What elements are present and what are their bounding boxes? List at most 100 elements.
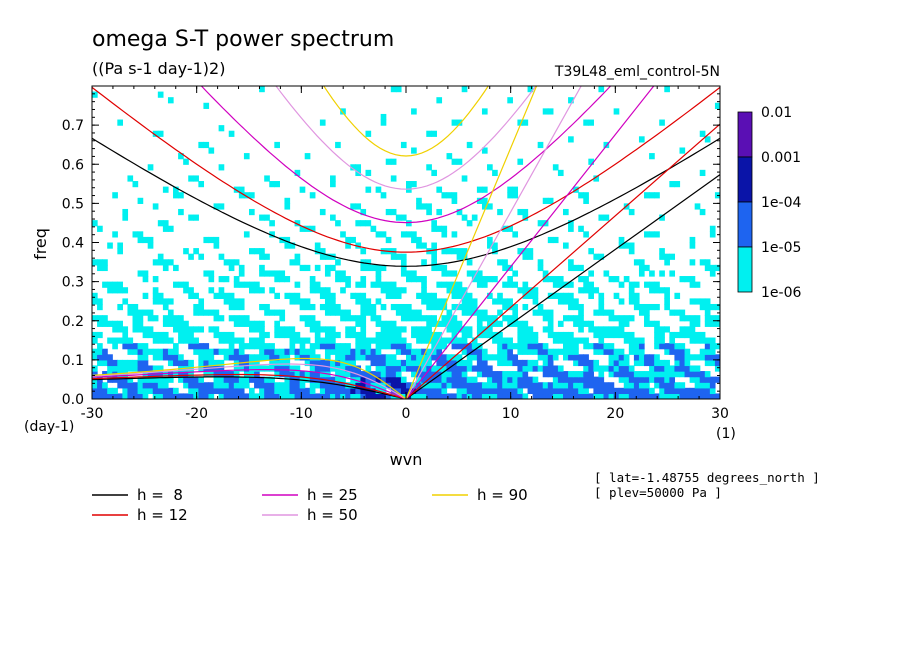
plev-info: [ plev=50000 Pa ] [594,485,722,500]
heatmap-cell [107,337,113,344]
heatmap-cell [623,382,630,389]
heatmap-cell [335,376,341,383]
heatmap-cell [466,376,473,383]
heatmap-cell [208,348,215,355]
heatmap-cell [370,225,377,232]
heatmap-cell [699,348,706,355]
heatmap-cell [527,376,534,383]
heatmap-cell [527,86,534,93]
heatmap-cell [319,387,326,395]
heatmap-cell [502,303,508,311]
heatmap-cell [319,287,326,294]
heatmap-cell [654,192,660,199]
heatmap-cell [173,387,179,395]
heatmap-cell [355,164,362,171]
heatmap-cell [451,371,458,378]
heatmap-cell [598,326,605,333]
heatmap-cell [279,393,286,399]
heatmap-cell [573,303,579,311]
heatmap-cell [370,264,377,272]
heatmap-cell [466,298,473,305]
heatmap-cell [537,393,544,399]
heatmap-cell [395,343,402,350]
heatmap-cell [674,387,681,395]
heatmap-cell [355,203,362,210]
heatmap-cell [664,253,670,260]
heatmap-cell [309,354,316,361]
heatmap-cell [628,348,635,355]
heatmap-cell [360,348,367,355]
heatmap-cell [188,326,194,333]
heatmap-cell [644,192,650,199]
heatmap-cell [431,387,437,395]
heatmap-cell [355,354,362,361]
heatmap-cell [487,371,493,378]
heatmap-cell [522,281,529,288]
heatmap-cell [294,365,301,372]
heatmap-cell [532,376,539,383]
heatmap-cell [573,337,579,344]
heatmap-cell [228,264,235,272]
heatmap-cell [522,208,529,216]
heatmap-cell [193,393,199,399]
heatmap-cell [436,359,443,367]
heatmap-cell [492,248,498,255]
heatmap-cell [492,320,498,327]
heatmap-cell [441,393,448,399]
heatmap-cell [644,320,650,327]
heatmap-cell [471,348,478,355]
heatmap-cell [492,169,498,177]
heatmap-cell [390,371,397,378]
heatmap-cell [481,331,488,339]
heatmap-cell [400,253,407,260]
heatmap-cell [127,348,134,355]
heatmap-cell [664,292,670,299]
heatmap-cell [142,387,149,395]
heatmap-cell [446,248,453,255]
heatmap-cell [188,393,194,399]
heatmap-cell [178,331,184,339]
heatmap-cell [249,248,255,255]
heatmap-cell [446,287,453,294]
heatmap-cell [603,331,610,339]
heatmap-cell [345,331,351,339]
heatmap-cell [593,376,600,383]
heatmap-cell [638,343,645,350]
heatmap-cell [421,292,427,299]
heatmap-cell [568,337,574,344]
heatmap-cell [107,365,113,372]
heatmap-cell [618,315,625,322]
heatmap-cell [355,382,362,389]
heatmap-cell [563,393,569,399]
heatmap-cell [542,382,549,389]
heatmap-cell [568,264,574,272]
heatmap-cell [694,371,701,378]
heatmap-cell [689,236,696,244]
heatmap-cell [633,303,640,311]
heatmap-cell [497,382,503,389]
heatmap-cell [426,331,432,339]
heatmap-cell [593,359,600,367]
heatmap-cell [314,281,321,288]
heatmap-cell [714,343,720,350]
heatmap-cell [360,281,367,288]
heatmap-cell [345,315,351,322]
heatmap-cell [249,365,255,372]
heatmap-cell [238,365,245,372]
heatmap-cell [426,376,432,383]
heatmap-cell [471,270,478,277]
heatmap-cell [613,108,620,115]
heatmap-cell [532,343,539,350]
heatmap-cell [487,365,493,372]
heatmap-cell [208,147,215,154]
heatmap-cell [233,281,240,288]
heatmap-cell [117,303,123,311]
heatmap-cell [269,387,275,395]
heatmap-cell [152,315,159,322]
heatmap-cell [365,309,372,316]
heatmap-cell [193,175,199,182]
heatmap-cell [228,393,235,399]
heatmap-cell [522,376,529,383]
heatmap-cell [385,320,392,327]
heatmap-cell [152,387,159,395]
